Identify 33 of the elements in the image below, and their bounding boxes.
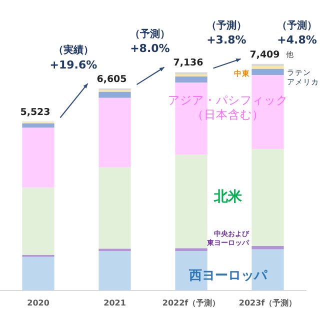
bar	[252, 149, 284, 246]
x-tick-label: 2022f（予測）	[162, 298, 220, 308]
bar	[252, 246, 284, 250]
bar	[175, 154, 208, 248]
bar	[252, 68, 284, 75]
text: （予測） +8.0%	[130, 28, 170, 56]
bar	[252, 74, 284, 150]
series-label: アジア・パシフィック（日本含む）	[168, 92, 288, 122]
bar	[98, 92, 131, 98]
bar	[22, 123, 54, 128]
text: （予測） +3.8%	[206, 19, 246, 47]
bar	[252, 66, 284, 69]
bar	[175, 76, 208, 83]
bar	[98, 248, 131, 252]
annotation: 7,136	[173, 58, 204, 69]
annotation: 5,523	[20, 107, 50, 118]
x-tick-label: 2020	[27, 298, 50, 308]
bar	[98, 251, 131, 290]
text: （予測） +4.8%	[277, 19, 317, 47]
annotation: （実績） +19.6%	[50, 44, 98, 72]
series-label: 西ヨーロッパ	[188, 268, 268, 284]
bar	[22, 128, 54, 188]
bar	[252, 64, 284, 66]
bar	[22, 256, 54, 290]
bar	[98, 98, 131, 168]
bar	[22, 188, 54, 256]
x-tick-label: 2021	[104, 298, 126, 308]
bar	[98, 168, 131, 249]
annotation: 7,409	[250, 49, 280, 60]
annotation: 6,605	[96, 74, 127, 86]
bar	[175, 74, 208, 77]
series-label: 北米	[212, 189, 243, 206]
x-tick-label: 2023f（予測）	[238, 298, 297, 308]
